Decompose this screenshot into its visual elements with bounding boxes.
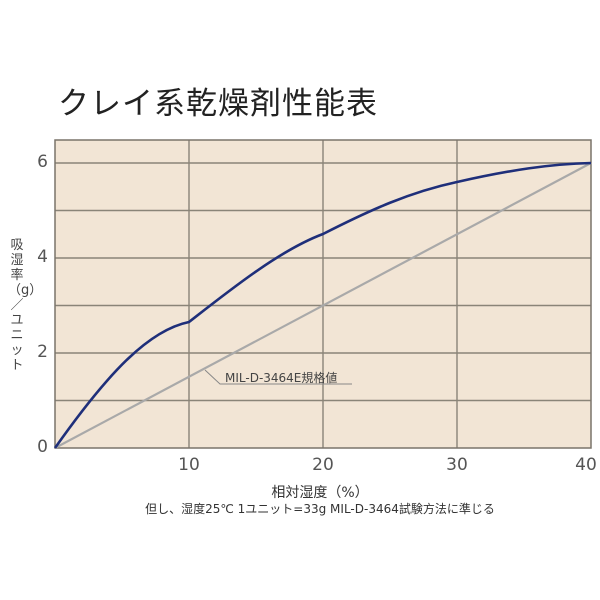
clay-curve [53, 161, 592, 449]
y-tick-6: 6 [37, 152, 48, 172]
y-axis-label: 吸湿率（g）／ユニット [8, 238, 43, 373]
y-tick-4: 4 [37, 247, 48, 267]
plot-border [54, 139, 592, 449]
spec-annotation-label: MIL-D-3464E規格値 [225, 371, 338, 385]
x-tick-30: 30 [446, 455, 468, 475]
x-tick-20: 20 [312, 455, 334, 475]
x-axis-label: 相対湿度（%） [271, 485, 369, 501]
grid [55, 140, 591, 448]
x-tick-10: 10 [178, 455, 200, 475]
x-tick-40: 40 [575, 455, 597, 475]
y-tick-0: 0 [37, 437, 48, 457]
footnote: 但し、湿度25℃ 1ユニット=33g MIL-D-3464試験方法に準じる [145, 502, 495, 516]
annotation-leader [204, 369, 352, 385]
chart-title: クレイ系乾燥剤性能表 [58, 86, 378, 122]
y-tick-2: 2 [37, 342, 48, 362]
spec-line [54, 162, 592, 449]
